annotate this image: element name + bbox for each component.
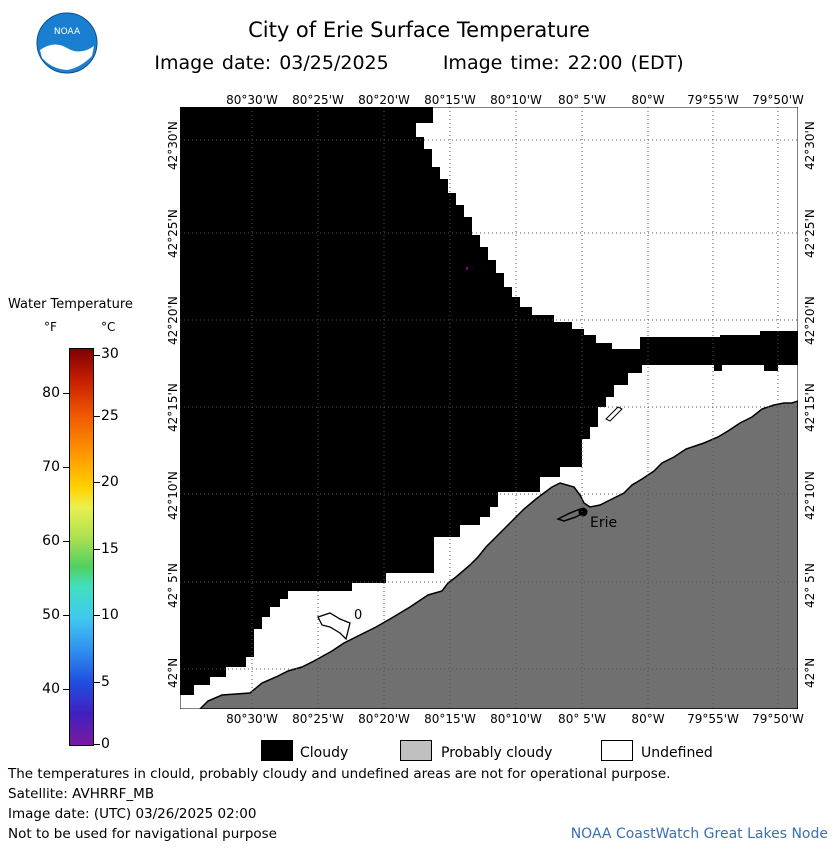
lat-label: 42°15'N [166,383,180,432]
lat-label: 42° 5'N [803,563,817,608]
noaa-logo: NOAA [36,12,98,74]
utc-date-text: Image date: (UTC) 03/26/2025 02:00 [8,806,257,822]
lat-label: 42°N [166,657,180,688]
page-title: City of Erie Surface Temperature [248,18,590,42]
c-tick-label: 10 [101,607,119,623]
satellite-text: Satellite: AVHRRF_MB [8,786,155,802]
contour-label: 0 [354,608,362,623]
lon-label: 80°15'W [424,712,476,726]
lat-label: 42°15'N [803,383,817,432]
lat-label: 42°25'N [803,209,817,258]
lon-label: 79°50'W [752,712,804,726]
lon-label: 80° 5'W [558,93,606,107]
c-tick-label: 20 [101,474,119,490]
lon-label: 79°50'W [752,93,804,107]
image-time: Image time: 22:00 (EDT) [442,52,684,74]
color-bar [69,348,94,746]
lon-label: 80°10'W [490,712,542,726]
lon-label: 80°30'W [226,712,278,726]
c-tick-label: 15 [101,541,119,557]
lon-label: 80°10'W [490,93,542,107]
temperature-map: Erie 0 [180,107,798,709]
cloudy-area [180,107,798,695]
f-tick-label: 70 [42,459,60,475]
legend-label-undefined: Undefined [641,745,713,761]
lat-label: 42°10'N [803,471,817,520]
lon-label: 80°W [631,712,665,726]
lon-label: 80°25'W [292,93,344,107]
unit-celsius: °C [101,320,116,334]
lat-label: 42°20'N [166,296,180,345]
f-tick-label: 40 [42,681,60,697]
f-tick-label: 60 [42,533,60,549]
legend-label-cloudy: Cloudy [300,745,349,761]
image-datetime: Image date: 03/25/2025 Image time: 22:00… [0,52,838,74]
lat-label: 42°20'N [803,296,817,345]
lon-label: 80°20'W [358,93,410,107]
data-pixel [466,267,468,270]
lat-label: 42° 5'N [166,563,180,608]
legend-swatch-probably-cloudy [400,740,432,761]
lon-label: 80°W [631,93,665,107]
legend-swatch-undefined [601,740,633,761]
navigation-warning: Not to be used for navigational purpose [8,826,277,842]
image-date: Image date: 03/25/2025 [154,52,389,74]
c-tick-label: 0 [101,736,110,752]
unit-fahrenheit: °F [44,320,57,334]
shoreline-feature [605,406,623,422]
lon-label: 80°20'W [358,712,410,726]
legend-swatch-cloudy [261,740,293,761]
lon-label: 80° 5'W [558,712,606,726]
lat-label: 42°30'N [166,121,180,170]
c-tick-label: 25 [101,408,119,424]
disclaimer-text: The temperatures in clould, probably clo… [8,766,671,782]
erie-city-label: Erie [590,515,617,531]
lon-label: 79°55'W [687,93,739,107]
erie-city-marker [578,507,588,517]
noaa-node-link[interactable]: NOAA CoastWatch Great Lakes Node [570,826,828,842]
lon-label: 80°15'W [424,93,476,107]
c-tick-label: 5 [101,674,110,690]
svg-text:NOAA: NOAA [54,27,81,37]
lat-label: 42°30'N [803,121,817,170]
f-tick-label: 80 [42,385,60,401]
graticule [180,107,798,709]
c-tick-label: 30 [101,346,119,362]
lat-label: 42°N [803,657,817,688]
f-tick-label: 50 [42,607,60,623]
legend-label-probably-cloudy: Probably cloudy [441,745,553,761]
zero-isotherm [317,612,351,641]
lon-label: 80°30'W [226,93,278,107]
lon-label: 80°25'W [292,712,344,726]
lon-label: 79°55'W [687,712,739,726]
legend-title: Water Temperature [8,297,133,312]
lat-label: 42°25'N [166,209,180,258]
lat-label: 42°10'N [166,471,180,520]
